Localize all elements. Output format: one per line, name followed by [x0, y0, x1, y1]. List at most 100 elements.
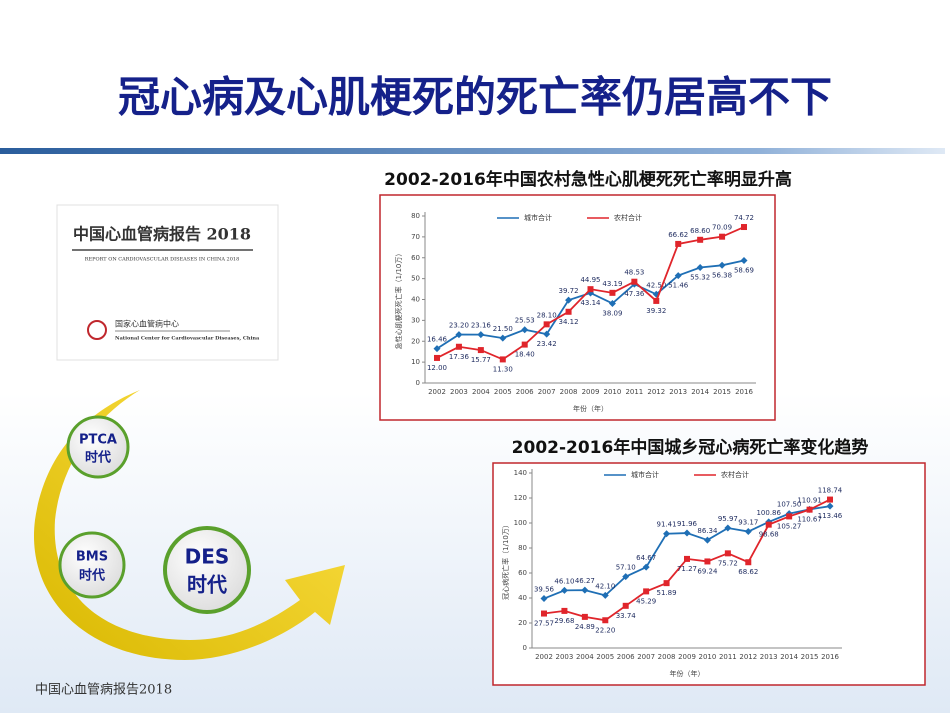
y-tick-label: 20 — [411, 337, 420, 345]
y-tick-label: 0 — [523, 644, 527, 652]
value-label: 95.97 — [718, 515, 738, 523]
value-label: 110.91 — [797, 496, 822, 504]
point — [541, 610, 547, 617]
point — [741, 224, 747, 231]
point — [806, 506, 813, 513]
y-tick-label: 30 — [411, 316, 420, 324]
point — [683, 529, 691, 537]
point — [718, 261, 726, 269]
x-tick-label: 2002 — [428, 388, 446, 396]
x-tick-label: 2007 — [538, 388, 556, 396]
value-label: 11.30 — [493, 365, 513, 373]
value-label: 46.10 — [554, 577, 574, 585]
x-tick-label: 2014 — [691, 388, 709, 396]
value-label: 39.56 — [534, 586, 555, 594]
book-subtitle: REPORT ON CARDIOVASCULAR DISEASES IN CHI… — [85, 257, 240, 263]
y-axis-label: 急性心肌梗死死亡率（1/10万） — [394, 250, 403, 350]
era-ball — [66, 415, 130, 479]
point — [543, 321, 550, 328]
point — [601, 591, 609, 599]
point — [642, 563, 650, 571]
x-tick-label: 2003 — [556, 653, 574, 661]
x-tick-label: 2006 — [516, 388, 534, 396]
point — [622, 573, 630, 581]
value-label: 57.10 — [616, 564, 636, 572]
era-ball — [58, 531, 126, 599]
value-label: 113.46 — [818, 512, 843, 520]
point — [609, 289, 616, 296]
x-tick-label: 2008 — [658, 653, 676, 661]
value-label: 45.29 — [636, 597, 656, 605]
point — [521, 326, 529, 334]
value-label: 68.62 — [738, 568, 758, 576]
chart-title: 2002-2016年中国城乡冠心病死亡率变化趋势 — [512, 437, 869, 458]
value-label: 24.89 — [575, 623, 595, 631]
era-name: DES — [185, 545, 230, 569]
point — [675, 240, 682, 247]
x-tick-label: 2007 — [637, 653, 655, 661]
x-axis-label: 年份（年） — [670, 669, 705, 678]
logo — [87, 320, 107, 340]
value-label: 39.72 — [559, 287, 579, 295]
point — [581, 586, 589, 594]
x-tick-label: 2008 — [560, 388, 578, 396]
slide-title: 冠心病及心肌梗死的死亡率仍居高不下 — [118, 73, 832, 122]
x-tick-label: 2016 — [735, 388, 753, 396]
value-label: 64.67 — [636, 554, 656, 562]
value-label: 91.41 — [657, 521, 677, 529]
point — [561, 607, 568, 614]
x-tick-label: 2016 — [821, 653, 839, 661]
point — [724, 524, 732, 532]
x-tick-label: 2013 — [760, 653, 778, 661]
era-label: 时代 — [79, 568, 105, 584]
point — [434, 354, 440, 361]
y-axis-label: 冠心病死亡率（1/10万） — [501, 521, 510, 600]
point — [581, 613, 588, 620]
value-label: 33.74 — [616, 612, 637, 620]
era-bms: BMS 时代 — [58, 531, 126, 599]
value-label: 66.62 — [668, 231, 688, 239]
value-label: 22.20 — [595, 626, 615, 634]
point — [744, 528, 752, 536]
y-tick-label: 140 — [514, 469, 527, 477]
value-label: 70.09 — [712, 224, 732, 232]
book-cover: 中国心血管病报告 2018 REPORT ON CARDIOVASCULAR D… — [56, 204, 279, 361]
value-label: 68.60 — [690, 227, 710, 235]
point — [477, 331, 485, 339]
legend-label: 城市合计 — [524, 213, 552, 222]
y-tick-label: 0 — [416, 379, 420, 387]
value-label: 44.95 — [580, 276, 600, 284]
cover — [56, 204, 279, 361]
x-tick-label: 2009 — [678, 653, 696, 661]
value-label: 93.17 — [738, 519, 758, 527]
value-label: 43.14 — [580, 299, 601, 307]
publisher-en: National Center for Cardiovascular Disea… — [115, 336, 260, 342]
value-label: 58.69 — [734, 266, 754, 274]
y-tick-label: 70 — [411, 233, 420, 241]
point — [740, 256, 748, 264]
y-tick-label: 60 — [411, 254, 420, 262]
x-tick-label: 2004 — [576, 653, 594, 661]
x-tick-label: 2015 — [801, 653, 819, 661]
x-tick-label: 2002 — [535, 653, 553, 661]
publisher: 国家心血管病中心 — [115, 319, 179, 329]
point — [663, 580, 670, 587]
y-tick-label: 60 — [518, 569, 527, 577]
point — [433, 345, 441, 353]
legend-label: 城市合计 — [631, 470, 659, 479]
y-tick-label: 80 — [518, 544, 527, 552]
point — [587, 286, 594, 293]
x-tick-label: 2011 — [625, 388, 643, 396]
value-label: 29.68 — [554, 617, 574, 625]
y-tick-label: 10 — [411, 358, 420, 366]
value-label: 118.74 — [818, 487, 843, 495]
value-label: 39.32 — [646, 307, 666, 315]
y-tick-label: 80 — [411, 212, 420, 220]
point — [745, 559, 752, 566]
era-des: DES 时代 — [163, 526, 251, 614]
point — [608, 299, 616, 307]
era-name: BMS — [76, 550, 108, 565]
point — [696, 264, 704, 272]
value-label: 23.16 — [471, 322, 492, 330]
